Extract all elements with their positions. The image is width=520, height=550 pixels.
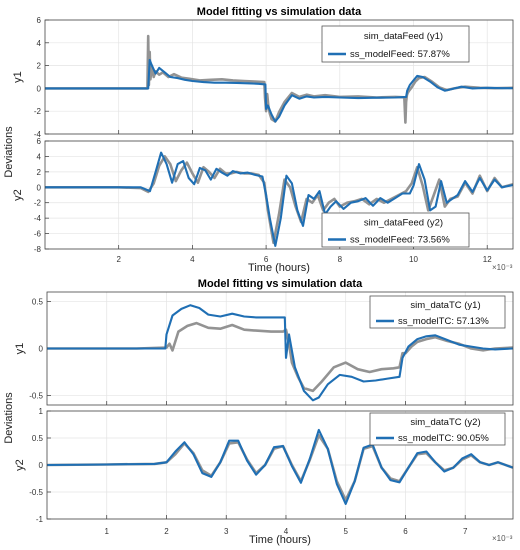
y-tick-label: 0.5 bbox=[32, 434, 44, 443]
axes-y-label: y1 bbox=[14, 343, 26, 355]
legend-entry-label: sim_dataFeed (y1) bbox=[364, 31, 443, 42]
x-tick-label: 3 bbox=[224, 527, 229, 536]
y-tick-label: -6 bbox=[34, 230, 42, 239]
axes-y-label: y2 bbox=[14, 459, 26, 471]
series-line-model bbox=[47, 428, 513, 505]
axes-y-label: y1 bbox=[12, 71, 24, 83]
y-tick-label: 4 bbox=[37, 152, 42, 161]
x-axis-label: Time (hours) bbox=[249, 534, 311, 546]
series-line-model bbox=[45, 58, 513, 123]
legend: sim_dataTC (y1) ss_modelTC: 57.13% bbox=[369, 295, 506, 329]
axes-box bbox=[46, 291, 514, 406]
series-line-model bbox=[47, 304, 513, 402]
y-tick-label: -4 bbox=[34, 214, 42, 223]
x-exponent-label: ×10⁻³ bbox=[492, 534, 513, 543]
y-tick-label: -0.5 bbox=[29, 488, 43, 497]
legend-entry-label: ss_modelTC: 57.13% bbox=[398, 316, 489, 327]
legend-entry-label: ss_modelFeed: 73.56% bbox=[350, 235, 450, 246]
axes-box bbox=[44, 19, 514, 135]
x-tick-label: 7 bbox=[463, 527, 468, 536]
axes-box bbox=[46, 410, 514, 520]
legend-box bbox=[369, 412, 506, 446]
figure-tc: Model fitting vs simulation data Time (ho… bbox=[3, 278, 514, 546]
y-tick-label: 0 bbox=[39, 345, 44, 354]
x-tick-label: 2 bbox=[164, 527, 169, 536]
y-tick-label: 6 bbox=[37, 16, 42, 25]
x-tick-label: 6 bbox=[264, 255, 269, 264]
chart-title: Model fitting vs simulation data bbox=[198, 278, 363, 290]
x-tick-label: 1 bbox=[105, 527, 110, 536]
axes-box bbox=[44, 140, 514, 250]
y-axis-label: Deviations bbox=[3, 126, 15, 178]
x-tick-label: 6 bbox=[403, 527, 408, 536]
figure-feed: Model fitting vs simulation data Time (ho… bbox=[3, 6, 514, 274]
legend-entry-label: ss_modelTC: 90.05% bbox=[398, 433, 489, 444]
y-tick-label: 1 bbox=[39, 407, 44, 416]
y-axis-label: Deviations bbox=[3, 392, 15, 444]
y-tick-label: -2 bbox=[34, 107, 42, 116]
series-line-simulation bbox=[47, 321, 513, 393]
y-tick-label: -2 bbox=[34, 199, 42, 208]
x-tick-label: 8 bbox=[338, 255, 343, 264]
chart-title: Model fitting vs simulation data bbox=[197, 6, 362, 18]
series-line-simulation bbox=[45, 34, 513, 124]
x-tick-label: 12 bbox=[483, 255, 492, 264]
legend: sim_dataFeed (y1) ss_modelFeed: 57.87% bbox=[321, 25, 470, 63]
y-tick-label: 2 bbox=[37, 62, 42, 71]
y-tick-label: -0.5 bbox=[29, 392, 43, 401]
legend-box bbox=[369, 295, 506, 329]
axes-y1: -0.5 0 0.5 y1 sim_dataTC (y1) ss_modelTC: 57.… bbox=[14, 291, 514, 406]
x-tick-label: 5 bbox=[343, 527, 348, 536]
axes-y-label: y2 bbox=[12, 189, 24, 201]
axes-y1: -4 -2 0 2 4 6 y1 sim_dataFeed (y1) ss_modelFeed:… bbox=[12, 16, 514, 139]
legend-box bbox=[321, 25, 470, 63]
legend: sim_dataTC (y2) ss_modelTC: 90.05% bbox=[369, 412, 506, 446]
y-tick-label: -8 bbox=[34, 245, 42, 254]
x-tick-label: 10 bbox=[409, 255, 418, 264]
x-exponent-label: ×10⁻³ bbox=[492, 263, 513, 272]
y-tick-label: -4 bbox=[34, 130, 42, 139]
legend-entry-label: sim_dataTC (y2) bbox=[410, 417, 480, 428]
y-tick-label: 6 bbox=[37, 137, 42, 146]
y-tick-label: 0 bbox=[37, 84, 42, 93]
y-tick-label: 0.5 bbox=[32, 297, 44, 306]
x-axis-label: Time (hours) bbox=[248, 262, 310, 274]
legend-box bbox=[321, 212, 470, 248]
x-tick-label: 2 bbox=[116, 255, 121, 264]
y-tick-label: 0 bbox=[39, 461, 44, 470]
legend-entry-label: sim_dataTC (y1) bbox=[410, 300, 480, 311]
axes-y2: -1 -0.5 0 0.5 1 1 2 3 4 5 6 7 y2 sim_dataTC (y2) ss_mo… bbox=[14, 407, 514, 536]
y-tick-label: 2 bbox=[37, 168, 42, 177]
x-tick-label: 4 bbox=[190, 255, 195, 264]
y-tick-label: 0 bbox=[37, 183, 42, 192]
legend: sim_dataFeed (y2) ss_modelFeed: 73.56% bbox=[321, 212, 470, 248]
y-tick-label: -1 bbox=[36, 515, 44, 524]
x-tick-label: 4 bbox=[284, 527, 289, 536]
legend-entry-label: sim_dataFeed (y2) bbox=[364, 218, 443, 229]
y-tick-label: 4 bbox=[37, 39, 42, 48]
legend-entry-label: ss_modelFeed: 57.87% bbox=[350, 49, 450, 60]
series-line-model bbox=[45, 151, 513, 247]
